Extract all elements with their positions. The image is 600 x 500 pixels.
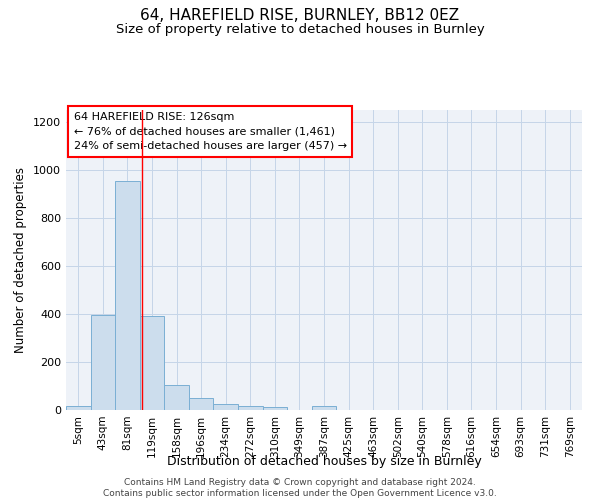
Bar: [140, 316, 164, 410]
Bar: [66, 406, 91, 410]
Text: 64 HAREFIELD RISE: 126sqm
← 76% of detached houses are smaller (1,461)
24% of se: 64 HAREFIELD RISE: 126sqm ← 76% of detac…: [74, 112, 347, 151]
Bar: [263, 407, 287, 410]
Bar: [189, 398, 214, 410]
Y-axis label: Number of detached properties: Number of detached properties: [14, 167, 28, 353]
Text: Contains HM Land Registry data © Crown copyright and database right 2024.
Contai: Contains HM Land Registry data © Crown c…: [103, 478, 497, 498]
Bar: [312, 406, 336, 410]
Bar: [91, 315, 115, 410]
Bar: [214, 404, 238, 410]
Text: 64, HAREFIELD RISE, BURNLEY, BB12 0EZ: 64, HAREFIELD RISE, BURNLEY, BB12 0EZ: [140, 8, 460, 22]
Text: Size of property relative to detached houses in Burnley: Size of property relative to detached ho…: [116, 22, 484, 36]
Bar: [115, 181, 140, 410]
Text: Distribution of detached houses by size in Burnley: Distribution of detached houses by size …: [167, 455, 481, 468]
Bar: [164, 385, 189, 410]
Bar: [238, 406, 263, 410]
